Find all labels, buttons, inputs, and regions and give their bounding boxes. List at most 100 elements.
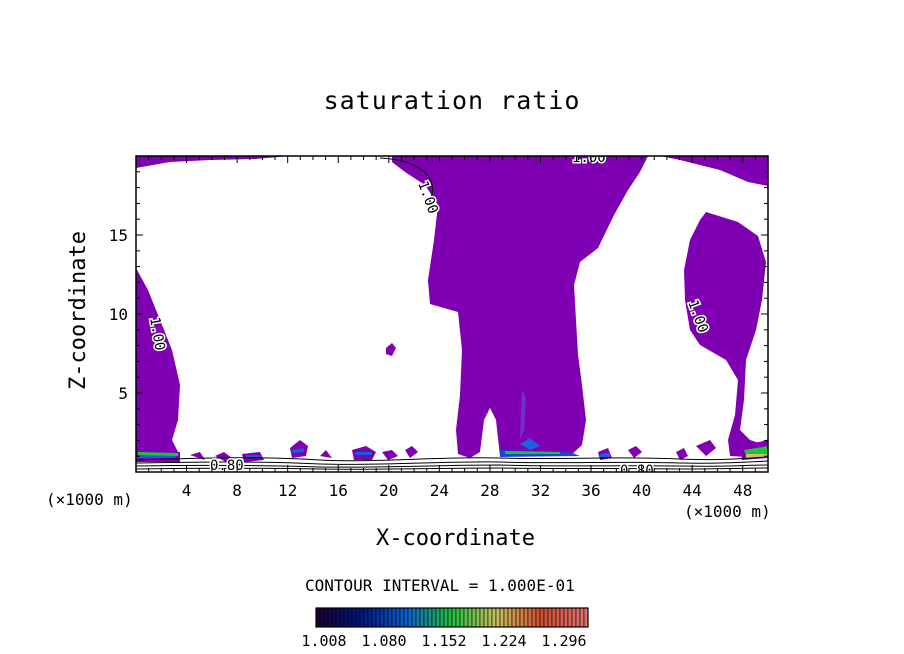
saturated-region-top-right xyxy=(660,156,768,186)
colorbar-segment xyxy=(531,607,537,628)
colorbar-segment xyxy=(471,607,477,628)
colorbar-segment xyxy=(347,607,353,628)
colorbar-segment xyxy=(387,607,393,628)
colorbar-segment xyxy=(431,607,437,628)
colorbar-segment xyxy=(419,607,425,628)
colorbar-segment xyxy=(523,607,529,628)
colorbar-segment xyxy=(571,607,577,628)
saturated-region-left xyxy=(136,268,180,458)
colorbar-segment xyxy=(547,607,553,628)
colorbar-segment xyxy=(479,607,485,628)
colorbar-segment xyxy=(423,607,429,628)
colorbar-tick-label: 1.080 xyxy=(361,632,406,650)
colorbar-segment xyxy=(555,607,561,628)
high-ratio-streaks xyxy=(138,438,768,458)
colorbar-frame xyxy=(315,607,589,628)
y-axis: 5 10 15 xyxy=(109,171,768,457)
colorbar-segment xyxy=(355,607,361,628)
colorbar-segment xyxy=(335,607,341,628)
colorbar-segment xyxy=(539,607,545,628)
x-axis-label: X-coordinate xyxy=(376,526,535,551)
colorbar-segment xyxy=(403,607,409,628)
colorbar-segment xyxy=(399,607,405,628)
saturated-region-small-blob xyxy=(386,343,396,356)
colorbar-segment xyxy=(507,607,513,628)
colorbar-segment xyxy=(455,607,461,628)
contour-interval-label: CONTOUR INTERVAL = 1.000E-01 xyxy=(305,576,575,595)
colorbar-segment xyxy=(359,607,365,628)
colorbar-segment xyxy=(543,607,549,628)
colorbar-tick-label: 1.008 xyxy=(301,632,346,650)
colorbar-tick-label: 1.296 xyxy=(541,632,586,650)
x-tick-label: 20 xyxy=(379,481,398,500)
colorbar-segment xyxy=(535,607,541,628)
colorbar-segment xyxy=(391,607,397,628)
colorbar-segment xyxy=(407,607,413,628)
colorbar-segment xyxy=(427,607,433,628)
saturated-region-top-left xyxy=(136,156,290,168)
y-tick-label: 5 xyxy=(118,384,128,403)
colorbar-segment xyxy=(467,607,473,628)
colorbar-segment xyxy=(579,607,585,628)
colorbar-segment xyxy=(499,607,505,628)
x-tick-label: 24 xyxy=(430,481,449,500)
colorbar-ticks: 1.008 1.080 1.152 1.224 1.296 xyxy=(301,632,586,650)
x-tick-label: 8 xyxy=(232,481,242,500)
x-tick-label: 40 xyxy=(632,481,651,500)
colorbar-segment xyxy=(519,607,525,628)
colorbar-tick-label: 1.152 xyxy=(421,632,466,650)
colorbar-segment xyxy=(439,607,445,628)
colorbar-segment xyxy=(415,607,421,628)
colorbar-tick-label: 1.224 xyxy=(481,632,526,650)
colorbar-segment xyxy=(351,607,357,628)
y-tick-label: 15 xyxy=(109,226,128,245)
colorbar-segment xyxy=(475,607,481,628)
colorbar-segment xyxy=(443,607,449,628)
colorbar-segment xyxy=(483,607,489,628)
x-axis: 4 8 12 16 20 24 28 32 36 40 44 48 xyxy=(148,156,756,500)
colorbar-segment xyxy=(575,607,581,628)
colorbar-segment xyxy=(395,607,401,628)
contour-label: 0.80 xyxy=(620,463,654,479)
colorbar-segment xyxy=(371,607,377,628)
colorbar-segment xyxy=(451,607,457,628)
x-tick-label: 28 xyxy=(480,481,499,500)
x-tick-label: 4 xyxy=(182,481,192,500)
colorbar-segment xyxy=(331,607,337,628)
contour-label: 0.80 xyxy=(210,458,244,474)
x-tick-label: 12 xyxy=(278,481,297,500)
colorbar-segment xyxy=(383,607,389,628)
colorbar-segment xyxy=(343,607,349,628)
colorbar-segment xyxy=(363,607,369,628)
colorbar-segment xyxy=(511,607,517,628)
x-unit-label-right: (×1000 m) xyxy=(684,502,771,521)
colorbar-segment xyxy=(447,607,453,628)
colorbar-segment xyxy=(375,607,381,628)
colorbar-segment xyxy=(487,607,493,628)
colorbar-segment xyxy=(551,607,557,628)
x-tick-label: 48 xyxy=(733,481,752,500)
colorbar-segment xyxy=(491,607,497,628)
colorbar-segment xyxy=(495,607,501,628)
contour-label: 1.00 xyxy=(572,150,606,166)
colorbar-segment xyxy=(327,607,333,628)
colorbar-segment xyxy=(367,607,373,628)
colorbar-segment xyxy=(435,607,441,628)
colorbar-segment xyxy=(503,607,509,628)
colorbar-segment xyxy=(323,607,329,628)
colorbar-segment xyxy=(567,607,573,628)
x-tick-label: 36 xyxy=(581,481,600,500)
x-unit-label-left: (×1000 m) xyxy=(46,490,133,509)
colorbar-segment xyxy=(559,607,565,628)
saturated-region-right xyxy=(684,212,768,458)
plot-area: 1.00 1.00 1.00 1.00 0.80 0.80 xyxy=(136,150,768,479)
colorbar-segment xyxy=(411,607,417,628)
x-tick-label: 32 xyxy=(531,481,550,500)
colorbar-segment xyxy=(379,607,385,628)
colorbar-segment xyxy=(527,607,533,628)
colorbar-segment xyxy=(459,607,465,628)
y-tick-label: 10 xyxy=(109,305,128,324)
colorbar-segment xyxy=(463,607,469,628)
x-tick-label: 44 xyxy=(683,481,702,500)
